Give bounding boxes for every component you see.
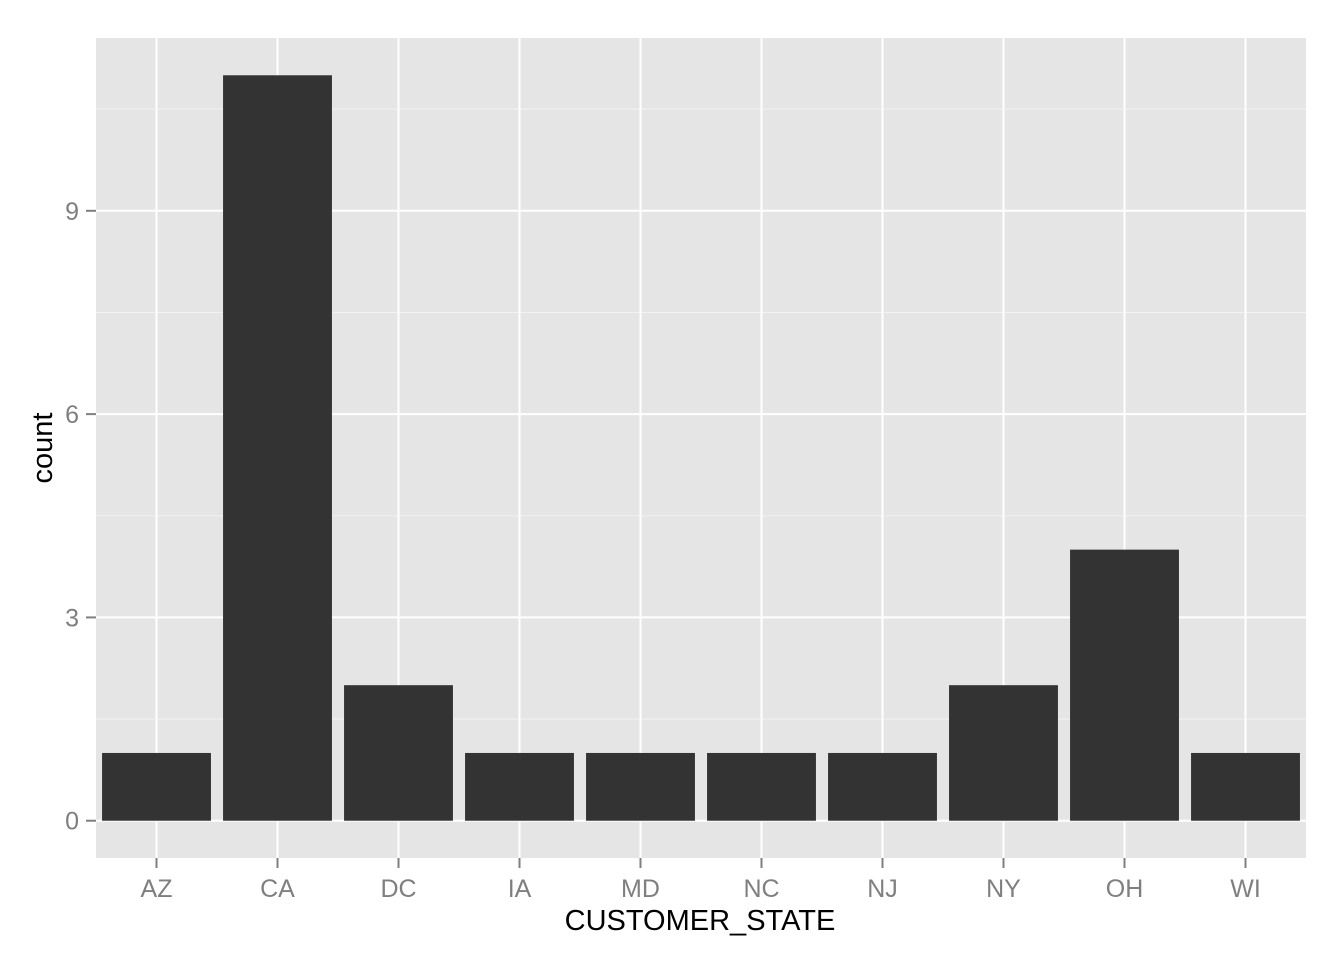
bar-md [586,752,695,821]
y-tick-label: 6 [65,401,79,429]
y-tick-label: 3 [65,604,79,632]
y-axis: 0 3 6 9 [65,198,96,836]
x-axis: AZ CA DC IA MD NC NJ NY OH WI [141,858,1261,903]
y-axis-title: count [27,413,59,484]
bar-ca [223,75,332,821]
bar-dc [344,685,453,821]
x-tick-label: IA [508,875,532,903]
x-tick-label: NC [743,875,779,903]
x-tick-label: WI [1230,875,1261,903]
x-tick-label: MD [621,875,660,903]
bar-wi [1191,752,1300,821]
bar-nc [707,752,816,821]
bar-nj [828,752,937,821]
x-tick-label: AZ [141,875,173,903]
x-tick-label: NY [986,875,1021,903]
x-axis-title: CUSTOMER_STATE [565,905,836,937]
x-tick-label: CA [260,875,295,903]
y-tick-label: 0 [65,808,79,836]
y-tick-label: 9 [65,198,79,226]
bar-oh [1070,549,1179,821]
x-tick-label: OH [1106,875,1144,903]
bar-az [102,752,211,821]
bar-ny [949,685,1058,821]
bars [102,75,1300,821]
x-tick-label: NJ [867,875,898,903]
x-tick-label: DC [380,875,416,903]
bar-ia [465,752,574,821]
